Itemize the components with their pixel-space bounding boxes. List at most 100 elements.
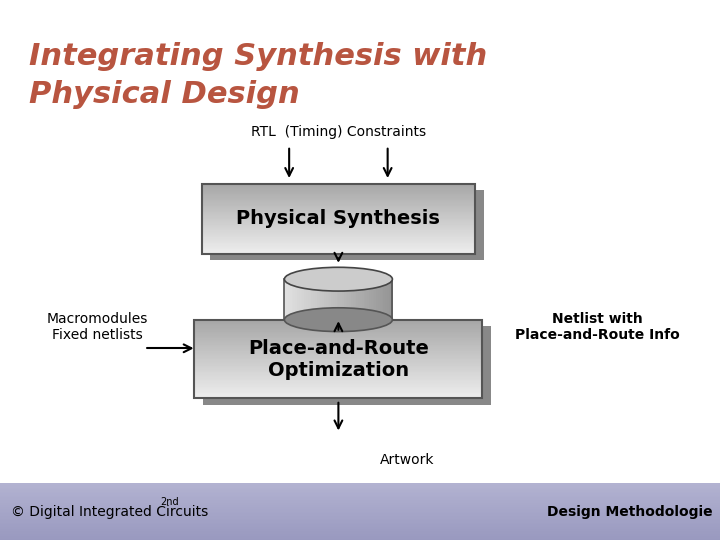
Bar: [202, 247, 475, 249]
Bar: [202, 232, 475, 234]
Ellipse shape: [284, 267, 392, 291]
Bar: [202, 229, 475, 231]
Bar: [354, 279, 357, 320]
Bar: [0, 486, 720, 488]
Bar: [194, 387, 482, 389]
Bar: [0, 523, 720, 524]
Bar: [0, 485, 720, 486]
Bar: [0, 495, 720, 496]
Text: 2nd: 2nd: [160, 497, 179, 507]
Bar: [194, 349, 482, 351]
Bar: [364, 279, 366, 320]
Bar: [194, 355, 482, 356]
Bar: [202, 223, 475, 225]
Bar: [373, 279, 375, 320]
Bar: [311, 279, 314, 320]
Bar: [194, 347, 482, 349]
Bar: [194, 365, 482, 367]
Bar: [194, 328, 482, 330]
Bar: [194, 343, 482, 345]
Bar: [202, 210, 475, 212]
Bar: [0, 513, 720, 515]
Bar: [292, 279, 294, 320]
Ellipse shape: [284, 308, 392, 332]
Bar: [202, 233, 475, 235]
Bar: [202, 214, 475, 217]
Bar: [365, 279, 368, 320]
Bar: [0, 526, 720, 527]
Bar: [378, 279, 380, 320]
Bar: [324, 279, 326, 320]
Bar: [194, 394, 482, 396]
Bar: [387, 279, 390, 320]
Bar: [202, 240, 475, 242]
Bar: [202, 190, 475, 192]
Bar: [194, 326, 482, 328]
Bar: [202, 227, 475, 229]
Bar: [301, 279, 303, 320]
Bar: [194, 352, 482, 354]
Bar: [356, 279, 359, 320]
Bar: [347, 279, 350, 320]
Bar: [202, 243, 475, 245]
Bar: [194, 320, 482, 399]
Bar: [297, 279, 300, 320]
Bar: [0, 533, 720, 535]
Text: Integrating Synthesis with: Integrating Synthesis with: [29, 42, 487, 71]
Bar: [194, 369, 482, 371]
Bar: [360, 279, 362, 320]
Bar: [202, 246, 475, 248]
Bar: [0, 509, 720, 510]
Bar: [340, 279, 343, 320]
Bar: [194, 325, 482, 327]
Bar: [194, 384, 482, 387]
Bar: [367, 279, 370, 320]
Bar: [202, 200, 475, 202]
Bar: [295, 279, 298, 320]
Bar: [0, 497, 720, 499]
Bar: [194, 373, 482, 375]
Bar: [0, 516, 720, 517]
Bar: [344, 279, 346, 320]
Bar: [0, 489, 720, 490]
Bar: [0, 538, 720, 540]
Bar: [210, 190, 484, 260]
Bar: [202, 245, 475, 247]
Bar: [385, 279, 387, 320]
Bar: [194, 390, 482, 392]
Bar: [0, 515, 720, 516]
Bar: [0, 520, 720, 522]
Bar: [335, 279, 337, 320]
Bar: [202, 235, 475, 238]
Bar: [194, 375, 482, 377]
Bar: [0, 510, 720, 512]
Bar: [202, 184, 475, 254]
Bar: [202, 199, 475, 201]
Bar: [203, 326, 491, 405]
Bar: [202, 191, 475, 193]
Bar: [284, 279, 287, 320]
Bar: [194, 357, 482, 359]
Bar: [194, 368, 482, 369]
Bar: [294, 279, 296, 320]
Bar: [287, 279, 289, 320]
Bar: [194, 327, 482, 329]
Bar: [194, 391, 482, 393]
Bar: [202, 213, 475, 215]
Bar: [374, 279, 377, 320]
Bar: [194, 336, 482, 338]
Bar: [351, 279, 354, 320]
Bar: [0, 536, 720, 537]
Text: Macromodules
Fixed netlists: Macromodules Fixed netlists: [47, 312, 148, 342]
Bar: [346, 279, 348, 320]
Bar: [202, 220, 475, 222]
Bar: [194, 393, 482, 394]
Bar: [194, 382, 482, 384]
Bar: [0, 517, 720, 519]
Bar: [194, 380, 482, 381]
Bar: [0, 493, 720, 495]
Bar: [0, 519, 720, 520]
Bar: [310, 279, 312, 320]
Bar: [194, 366, 482, 368]
Bar: [194, 356, 482, 358]
